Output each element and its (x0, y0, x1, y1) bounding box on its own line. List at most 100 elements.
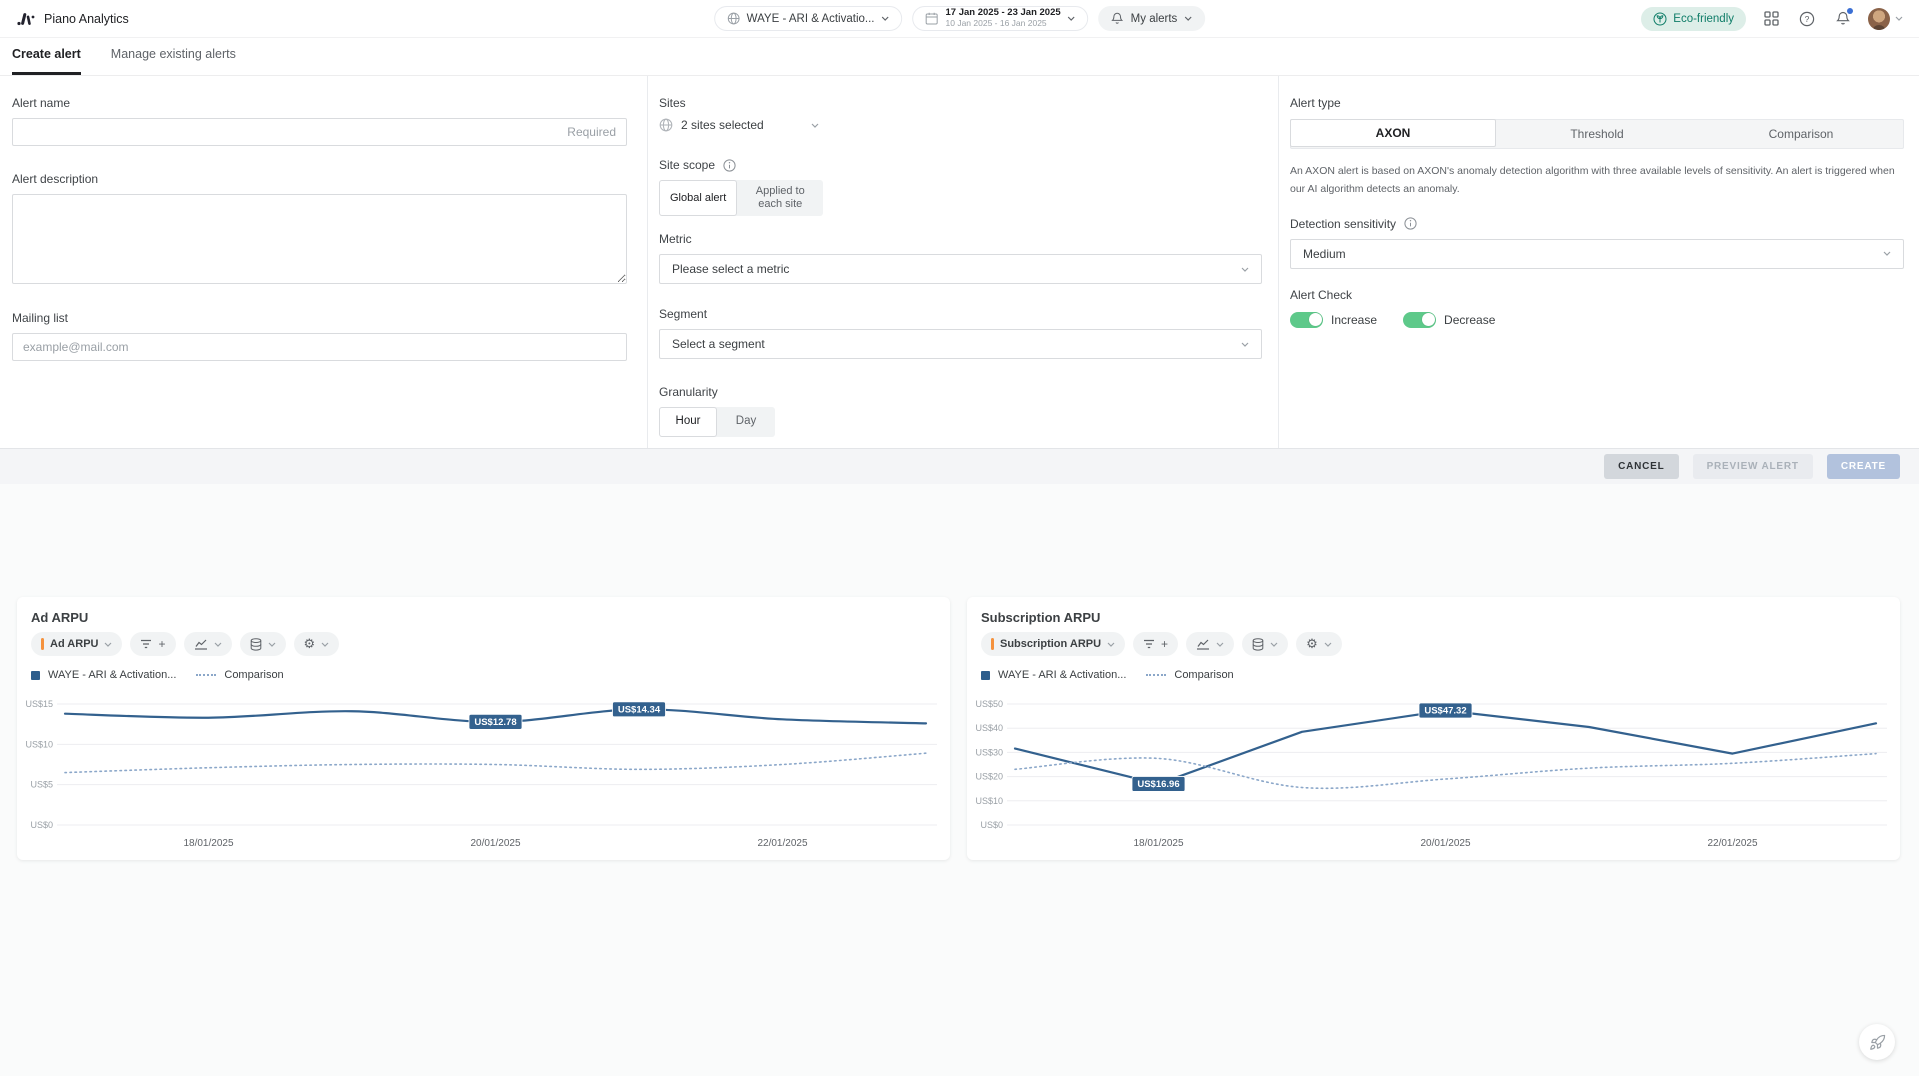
metric-selector-pill[interactable]: Subscription ARPU (981, 632, 1125, 656)
info-icon (1404, 217, 1417, 230)
notifications-button[interactable] (1832, 8, 1854, 30)
form-column-alert-type: Alert type AXON Threshold Comparison An … (1290, 76, 1904, 328)
site-scope-option-global[interactable]: Global alert (659, 180, 737, 216)
alert-type-description: An AXON alert is based on AXON's anomaly… (1290, 163, 1904, 199)
metric-selector-label: Subscription ARPU (1000, 638, 1101, 650)
bell-icon (1112, 12, 1124, 25)
alert-type-label: Alert type (1290, 96, 1904, 110)
metric-accent-bar (991, 638, 994, 650)
ad-arpu-chart-card: Ad ARPU Ad ARPU + (17, 597, 950, 860)
svg-text:18/01/2025: 18/01/2025 (1133, 838, 1183, 849)
user-menu[interactable] (1868, 8, 1903, 30)
sites-selected-value: 2 sites selected (681, 118, 764, 132)
comparison-swatch (1146, 674, 1166, 676)
alert-name-input[interactable] (12, 118, 627, 146)
svg-text:18/01/2025: 18/01/2025 (183, 838, 233, 849)
svg-text:US$16.96: US$16.96 (1137, 779, 1179, 790)
svg-text:22/01/2025: 22/01/2025 (757, 838, 807, 849)
preview-alert-button[interactable]: PREVIEW ALERT (1693, 454, 1813, 479)
settings-pill[interactable]: ⚙ (294, 632, 340, 656)
eco-friendly-label: Eco-friendly (1673, 13, 1734, 25)
svg-text:US$12.78: US$12.78 (474, 717, 516, 728)
comparison-series-name: Comparison (224, 669, 283, 681)
help-button[interactable]: ? (1796, 8, 1818, 30)
mailing-list-input[interactable] (12, 333, 627, 361)
cancel-button[interactable]: CANCEL (1604, 454, 1678, 479)
sites-selector[interactable]: 2 sites selected (659, 118, 819, 132)
leaf-icon (1653, 12, 1667, 26)
chevron-down-icon (1883, 251, 1891, 256)
subscription-arpu-chart-card: Subscription ARPU Subscription ARPU + (967, 597, 1900, 860)
decrease-toggle[interactable] (1403, 312, 1436, 328)
sites-label: Sites (659, 96, 1262, 110)
site-scope-toggle: Global alert Applied to each site (659, 180, 823, 216)
charts-preview-area: Ad ARPU Ad ARPU + (0, 484, 1919, 1076)
segment-select-value: Select a segment (672, 337, 765, 351)
apps-grid-button[interactable] (1760, 8, 1782, 30)
increase-toggle[interactable] (1290, 312, 1323, 328)
database-icon (1252, 638, 1264, 651)
granularity-option-hour[interactable]: Hour (659, 407, 717, 437)
increase-toggle-label: Increase (1331, 313, 1377, 327)
svg-text:US$0: US$0 (980, 820, 1003, 830)
data-source-pill[interactable] (1242, 632, 1288, 656)
alert-type-option-axon[interactable]: AXON (1290, 119, 1496, 147)
create-alert-form: Alert name Alert description Mailing lis… (0, 76, 1919, 448)
svg-text:US$47.32: US$47.32 (1424, 706, 1466, 717)
alert-type-option-threshold[interactable]: Threshold (1495, 120, 1699, 148)
site-scope-option-each-site[interactable]: Applied to each site (737, 180, 823, 216)
filter-pill[interactable]: + (1133, 632, 1178, 656)
series-swatch (981, 671, 990, 680)
series-swatch (31, 671, 40, 680)
database-icon (250, 638, 262, 651)
chevron-down-icon (1241, 342, 1249, 347)
settings-pill[interactable]: ⚙ (1296, 632, 1342, 656)
alert-description-input[interactable] (12, 194, 627, 284)
granularity-option-day[interactable]: Day (717, 407, 775, 437)
tab-manage-existing-alerts[interactable]: Manage existing alerts (111, 37, 236, 75)
filter-icon (140, 639, 152, 649)
my-alerts-menu[interactable]: My alerts (1099, 6, 1206, 31)
chevron-down-icon (1068, 16, 1076, 21)
chevron-down-icon (214, 642, 222, 647)
metric-label: Metric (659, 232, 1262, 246)
chart-title: Ad ARPU (17, 597, 950, 625)
tab-create-alert[interactable]: Create alert (12, 37, 81, 75)
assistant-fab[interactable] (1859, 1024, 1895, 1060)
alert-type-option-comparison[interactable]: Comparison (1699, 120, 1903, 148)
metric-selector-pill[interactable]: Ad ARPU (31, 632, 122, 656)
add-filter-icon: + (1161, 638, 1168, 650)
alert-description-label: Alert description (12, 172, 627, 186)
mailing-list-label: Mailing list (12, 311, 627, 325)
question-icon: ? (1799, 11, 1815, 27)
chevron-down-icon (321, 642, 329, 647)
chevron-down-icon (1895, 16, 1903, 21)
top-app-bar: Piano Analytics WAYE - ARI & Activatio..… (0, 0, 1919, 38)
svg-text:US$5: US$5 (30, 780, 53, 790)
metric-selector-label: Ad ARPU (50, 638, 98, 650)
gear-icon: ⚙ (304, 638, 316, 651)
detection-sensitivity-select[interactable]: Medium (1290, 239, 1904, 269)
segment-select[interactable]: Select a segment (659, 329, 1262, 359)
site-selector[interactable]: WAYE - ARI & Activatio... (714, 6, 903, 31)
site-selector-label: WAYE - ARI & Activatio... (747, 13, 875, 25)
chart-toolbar: Subscription ARPU + ⚙ (981, 632, 1900, 656)
eco-friendly-badge[interactable]: Eco-friendly (1641, 7, 1746, 31)
chart-legend: WAYE - ARI & Activation... Comparison (31, 669, 950, 681)
chart-type-pill[interactable] (1186, 632, 1234, 656)
alert-name-label: Alert name (12, 96, 627, 110)
rocket-icon (1869, 1034, 1886, 1051)
grid-icon (1764, 11, 1779, 26)
date-range-selector[interactable]: 17 Jan 2025 - 23 Jan 2025 10 Jan 2025 - … (913, 6, 1089, 31)
chevron-down-icon (104, 642, 112, 647)
comparison-series-name: Comparison (1174, 669, 1233, 681)
info-icon (723, 159, 736, 172)
create-button[interactable]: CREATE (1827, 454, 1900, 479)
metric-select[interactable]: Please select a metric (659, 254, 1262, 284)
ad-arpu-line-chart: US$0US$5US$10US$1518/01/202520/01/202522… (17, 689, 950, 855)
segment-label: Segment (659, 307, 1262, 321)
filter-pill[interactable]: + (130, 632, 175, 656)
chart-type-pill[interactable] (184, 632, 232, 656)
data-source-pill[interactable] (240, 632, 286, 656)
piano-analytics-logo-icon (16, 10, 36, 28)
